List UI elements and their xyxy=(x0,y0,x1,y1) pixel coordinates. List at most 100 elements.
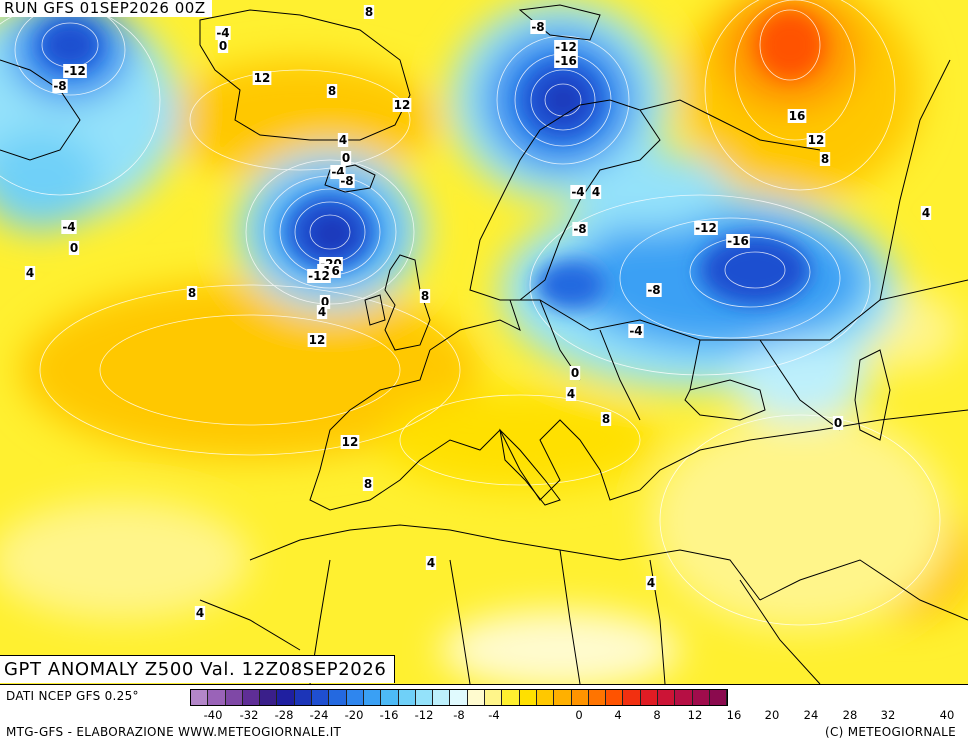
contour-label: -4 xyxy=(216,26,229,40)
colorbar-tick-label: 24 xyxy=(803,708,819,722)
contour-label: -12 xyxy=(695,221,717,235)
contour-label-bg xyxy=(68,241,80,255)
contour-label: -8 xyxy=(531,20,544,34)
contour-label-bg xyxy=(819,152,831,166)
colorbar-swatch xyxy=(467,690,486,705)
contour-label: 0 xyxy=(571,366,579,380)
colorbar-swatch xyxy=(398,690,416,705)
contour-label-bg xyxy=(787,109,807,123)
contour-label-bg xyxy=(569,366,581,380)
contour-label: 0 xyxy=(70,241,78,255)
contour-label: 8 xyxy=(188,286,196,300)
contour-label-bg xyxy=(646,283,662,297)
colorbar-swatch xyxy=(640,690,659,705)
contour-label-bg xyxy=(340,435,360,449)
contour-label-bg xyxy=(215,26,231,40)
contour-label: -8 xyxy=(53,79,66,93)
colorbar-swatch xyxy=(606,690,624,705)
anomaly-field xyxy=(0,0,968,684)
contour-label-bg xyxy=(316,305,328,319)
colorbar-swatch xyxy=(381,690,399,705)
contour-label-bg xyxy=(806,133,826,147)
colorbar-swatch xyxy=(485,690,503,705)
contour-label: 4 xyxy=(26,266,34,280)
contour-label-bg xyxy=(194,606,206,620)
colorbar-swatch xyxy=(692,690,710,705)
contour-label-bg xyxy=(645,576,657,590)
contour-label: -12 xyxy=(64,64,86,78)
contour-label: 8 xyxy=(365,5,373,19)
colorbar-tick-label: -28 xyxy=(274,708,294,722)
contour-label-bg xyxy=(61,220,77,234)
contour-label-bg xyxy=(694,221,718,235)
coastlines xyxy=(0,4,968,684)
contour-label-bg xyxy=(252,71,272,85)
contour-label-bg xyxy=(920,206,932,220)
contour-label: 12 xyxy=(394,98,411,112)
contour-label-bg xyxy=(63,64,87,78)
contour-label-bg xyxy=(425,556,437,570)
colorbar-swatch xyxy=(208,690,226,705)
colorbar-tick-label: -8 xyxy=(453,708,465,722)
anomaly-cores xyxy=(40,10,825,310)
colorbar-swatch xyxy=(588,690,607,705)
contour-label: -4 xyxy=(571,185,584,199)
colorbar-swatch xyxy=(502,690,520,705)
contour-label-bg xyxy=(565,387,577,401)
colorbar-swatch xyxy=(363,690,382,705)
contour-label-bg xyxy=(572,222,588,236)
contour-label-bg xyxy=(530,20,546,34)
colorbar-tick-label: -4 xyxy=(488,708,500,722)
contour-label: 4 xyxy=(427,556,435,570)
colorbar-tick-label: -20 xyxy=(344,708,364,722)
colorbar-tick-label: 20 xyxy=(764,708,780,722)
contour-label: 4 xyxy=(647,576,655,590)
contour-label-bg xyxy=(307,333,327,347)
contour-label-bg xyxy=(628,324,644,338)
contour-label: 4 xyxy=(196,606,204,620)
colorbar-swatch xyxy=(571,690,589,705)
colorbar-swatch xyxy=(191,690,209,705)
contour-label: 4 xyxy=(567,387,575,401)
contour-label: 0 xyxy=(219,39,227,53)
colorbar-swatch xyxy=(658,690,676,705)
colorbar-tick-label: 16 xyxy=(726,708,742,722)
colorbar-tick-label: 0 xyxy=(575,708,583,722)
contour-label: -12 xyxy=(308,269,330,283)
contour-label: 4 xyxy=(339,133,347,147)
contour-label: 8 xyxy=(364,477,372,491)
contour-label: 0 xyxy=(321,295,329,309)
colorbar-swatch xyxy=(675,690,693,705)
colorbar-tick-label: 4 xyxy=(614,708,622,722)
contour-label-bg xyxy=(307,269,331,283)
colorbar-swatch xyxy=(536,690,555,705)
colorbar-swatch xyxy=(433,690,451,705)
contour-label-bg xyxy=(217,39,229,53)
contour-label: 4 xyxy=(922,206,930,220)
credit-right: (C) METEOGIORNALE xyxy=(824,725,956,739)
contour-label: 8 xyxy=(602,412,610,426)
colorbar-swatch xyxy=(277,690,295,705)
colorbar-swatch xyxy=(260,690,278,705)
contour-label-bg xyxy=(339,174,355,188)
contour-label-bg xyxy=(319,295,331,309)
contour-label-bg xyxy=(337,133,349,147)
contour-label-bg xyxy=(554,40,578,54)
contour-label-bg xyxy=(419,289,431,303)
contour-label-bg xyxy=(392,98,412,112)
contour-label: 8 xyxy=(421,289,429,303)
colorbar-tick-label: 32 xyxy=(880,708,896,722)
contour-label-bg xyxy=(570,185,586,199)
color-legend: -40 -32 -28 -24 -20 -16 -12 -8 -4 0 4 8 12 16 20 24 28 32… xyxy=(190,687,966,723)
colorbar-swatch xyxy=(554,690,572,705)
colorbar-swatch xyxy=(329,690,347,705)
contour-label: 16 xyxy=(789,109,806,123)
contour-label: 0 xyxy=(342,151,350,165)
contour-label-bg xyxy=(186,286,198,300)
credit-left: MTG-GFS - ELABORAZIONE WWW.METEOGIORNALE… xyxy=(6,725,342,739)
contour-label-bg xyxy=(726,234,750,248)
contour-labels: 8-40-12-81281240-4-8-404-20-16-12048812-… xyxy=(24,5,932,620)
contour-label: -16 xyxy=(727,234,749,248)
colorbar-swatch xyxy=(242,690,261,705)
